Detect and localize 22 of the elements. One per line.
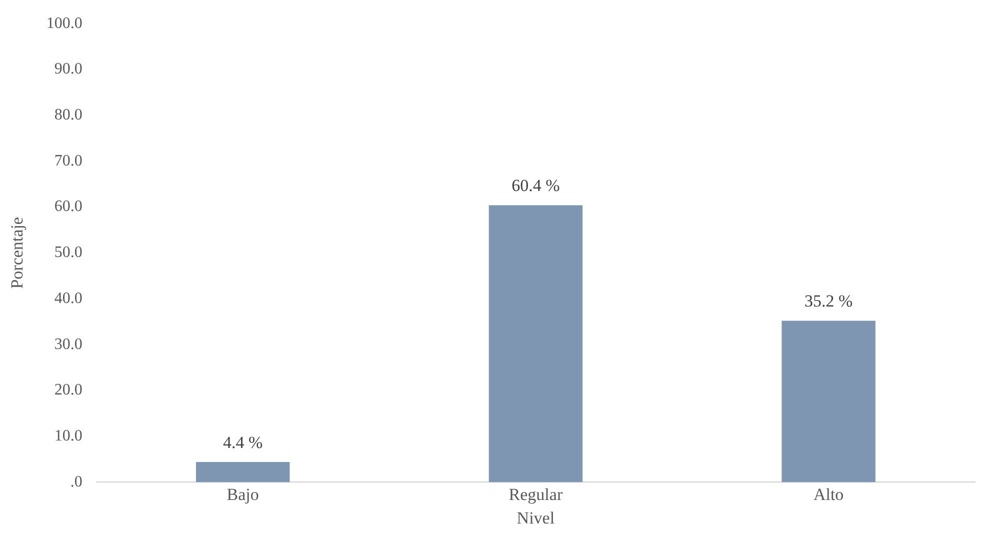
data-label: 60.4 %	[512, 176, 560, 196]
y-tick-label: 30.0	[54, 336, 82, 353]
y-tick-label: 20.0	[54, 382, 82, 399]
x-tick-label: Alto	[813, 484, 844, 504]
y-axis-title: Porcentaje	[8, 217, 27, 289]
x-axis-title: Nivel	[516, 508, 555, 528]
x-tick-label: Bajo	[226, 484, 259, 504]
y-tick-label: 10.0	[54, 428, 82, 445]
y-tick-label: 60.0	[54, 198, 82, 216]
y-tick-label: .0	[70, 473, 82, 490]
x-tick-label: Regular	[508, 484, 563, 504]
data-label: 35.2 %	[804, 292, 853, 311]
data-label: 4.4 %	[222, 432, 263, 452]
y-tick-label: 40.0	[54, 290, 82, 307]
y-tick-label: 90.0	[54, 60, 82, 78]
y-tick-label: 50.0	[54, 244, 82, 262]
y-tick-label: 70.0	[54, 152, 82, 170]
y-tick-label: 80.0	[54, 106, 82, 124]
bar	[782, 320, 876, 482]
y-tick-label: 100.0	[46, 14, 82, 32]
bar	[196, 462, 290, 482]
bar	[488, 205, 583, 482]
